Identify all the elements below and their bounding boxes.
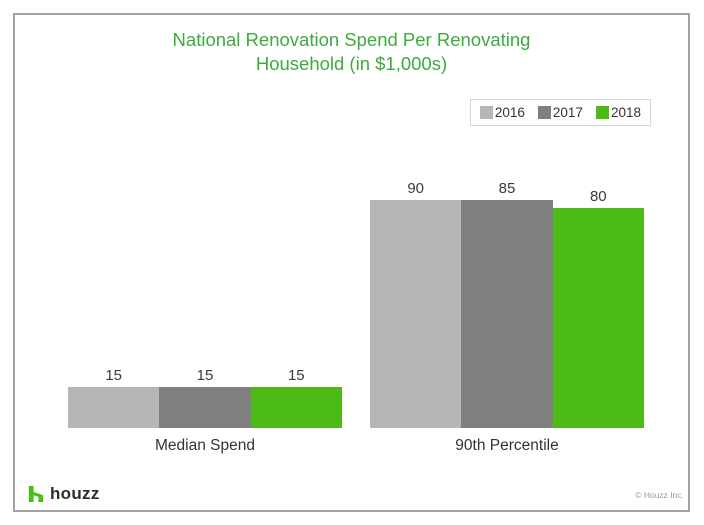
legend: 2016 2017 2018 — [469, 99, 651, 126]
bar-value-label: 15 — [287, 366, 305, 384]
chart-title-line1: National Renovation Spend Per Renovating — [172, 29, 531, 50]
legend-item-2018: 2018 — [595, 105, 641, 120]
bar-value-label: 15 — [105, 366, 122, 384]
bar-value-label: 15 — [196, 366, 214, 384]
legend-item-2017: 2017 — [537, 105, 583, 120]
bar-group-median-spend: 15 15 15 Median Spend — [68, 180, 342, 454]
bar-value-label: 80 — [589, 187, 607, 205]
chart-title-line2: Household (in $1,000s) — [255, 53, 448, 75]
houzz-wordmark: houzz — [50, 484, 100, 503]
category-label-90th-percentile: 90th Percentile — [455, 437, 559, 454]
bar-90th-percentile-2017 — [461, 200, 553, 428]
legend-label-2016: 2016 — [494, 105, 525, 120]
bar-90th-percentile-2018 — [552, 207, 644, 428]
legend-swatch-2017 — [537, 106, 551, 119]
bar-col-median-spend-2018: 15 — [250, 180, 342, 428]
legend-swatch-2018 — [595, 106, 609, 119]
chart-title: National Renovation Spend Per Renovating… — [15, 28, 688, 77]
legend-label-2017: 2017 — [552, 105, 583, 120]
houzz-logo: houzz — [28, 484, 100, 504]
bar-value-label: 90 — [407, 180, 424, 197]
bar-col-90th-percentile-2018: 80 — [552, 180, 644, 428]
houzz-logo-icon — [28, 486, 44, 502]
copyright-text: © Houzz Inc. — [635, 490, 684, 500]
legend-label-2018: 2018 — [610, 105, 641, 120]
bar-median-spend-2018 — [250, 386, 342, 428]
bar-col-median-spend-2017: 15 — [159, 180, 251, 428]
legend-swatch-2016 — [479, 106, 493, 119]
chart-frame: National Renovation Spend Per Renovating… — [13, 13, 690, 512]
bar-value-label: 85 — [498, 180, 516, 197]
bar-col-median-spend-2016: 15 — [68, 180, 160, 428]
bar-col-90th-percentile-2016: 90 — [370, 180, 462, 428]
bar-90th-percentile-2016 — [370, 200, 462, 428]
plot-area: 15 15 15 Median Spend 90 85 80 90th Percentile — [68, 180, 644, 454]
legend-item-2016: 2016 — [479, 105, 525, 120]
bar-median-spend-2016 — [68, 386, 160, 428]
bar-group-90th-percentile: 90 85 80 90th Percentile — [370, 180, 644, 454]
bar-col-90th-percentile-2017: 85 — [461, 180, 553, 428]
category-label-median-spend: Median Spend — [155, 437, 255, 454]
bar-median-spend-2017 — [159, 386, 251, 428]
